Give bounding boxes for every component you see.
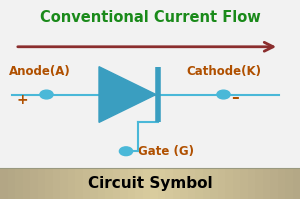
Circle shape (119, 147, 133, 156)
Circle shape (40, 90, 53, 99)
Bar (248, 168, 255, 199)
Polygon shape (99, 67, 156, 122)
Bar (225, 168, 232, 199)
Bar (262, 168, 270, 199)
Bar (128, 168, 135, 199)
Bar (195, 168, 202, 199)
Text: –: – (231, 90, 239, 105)
Bar (202, 168, 210, 199)
Bar (172, 168, 180, 199)
Circle shape (217, 90, 230, 99)
Bar (232, 168, 240, 199)
Bar (45, 168, 52, 199)
Bar (75, 168, 82, 199)
Bar (98, 168, 105, 199)
Bar (188, 168, 195, 199)
Text: Conventional Current Flow: Conventional Current Flow (40, 10, 260, 25)
Bar (218, 168, 225, 199)
Bar (210, 168, 218, 199)
Bar (120, 168, 127, 199)
Bar (285, 168, 292, 199)
Bar (68, 168, 75, 199)
Bar (112, 168, 120, 199)
Bar (105, 168, 112, 199)
Bar (15, 168, 22, 199)
Bar (255, 168, 262, 199)
Bar (90, 168, 98, 199)
Bar (82, 168, 90, 199)
Bar (278, 168, 285, 199)
Bar (52, 168, 60, 199)
Bar (38, 168, 45, 199)
Text: Anode(A): Anode(A) (9, 65, 71, 78)
Bar (270, 168, 278, 199)
Bar (30, 168, 38, 199)
Bar (22, 168, 30, 199)
Text: +: + (16, 93, 28, 106)
Bar (180, 168, 188, 199)
Bar (165, 168, 172, 199)
Bar (60, 168, 68, 199)
Bar (0, 168, 8, 199)
Text: Cathode(K): Cathode(K) (186, 65, 261, 78)
Bar (292, 168, 300, 199)
Bar (158, 168, 165, 199)
Text: Gate (G): Gate (G) (138, 145, 194, 158)
Text: Circuit Symbol: Circuit Symbol (88, 176, 212, 191)
Bar (8, 168, 15, 199)
Bar (135, 168, 142, 199)
Bar (150, 168, 158, 199)
Bar (240, 168, 247, 199)
Bar (142, 168, 150, 199)
